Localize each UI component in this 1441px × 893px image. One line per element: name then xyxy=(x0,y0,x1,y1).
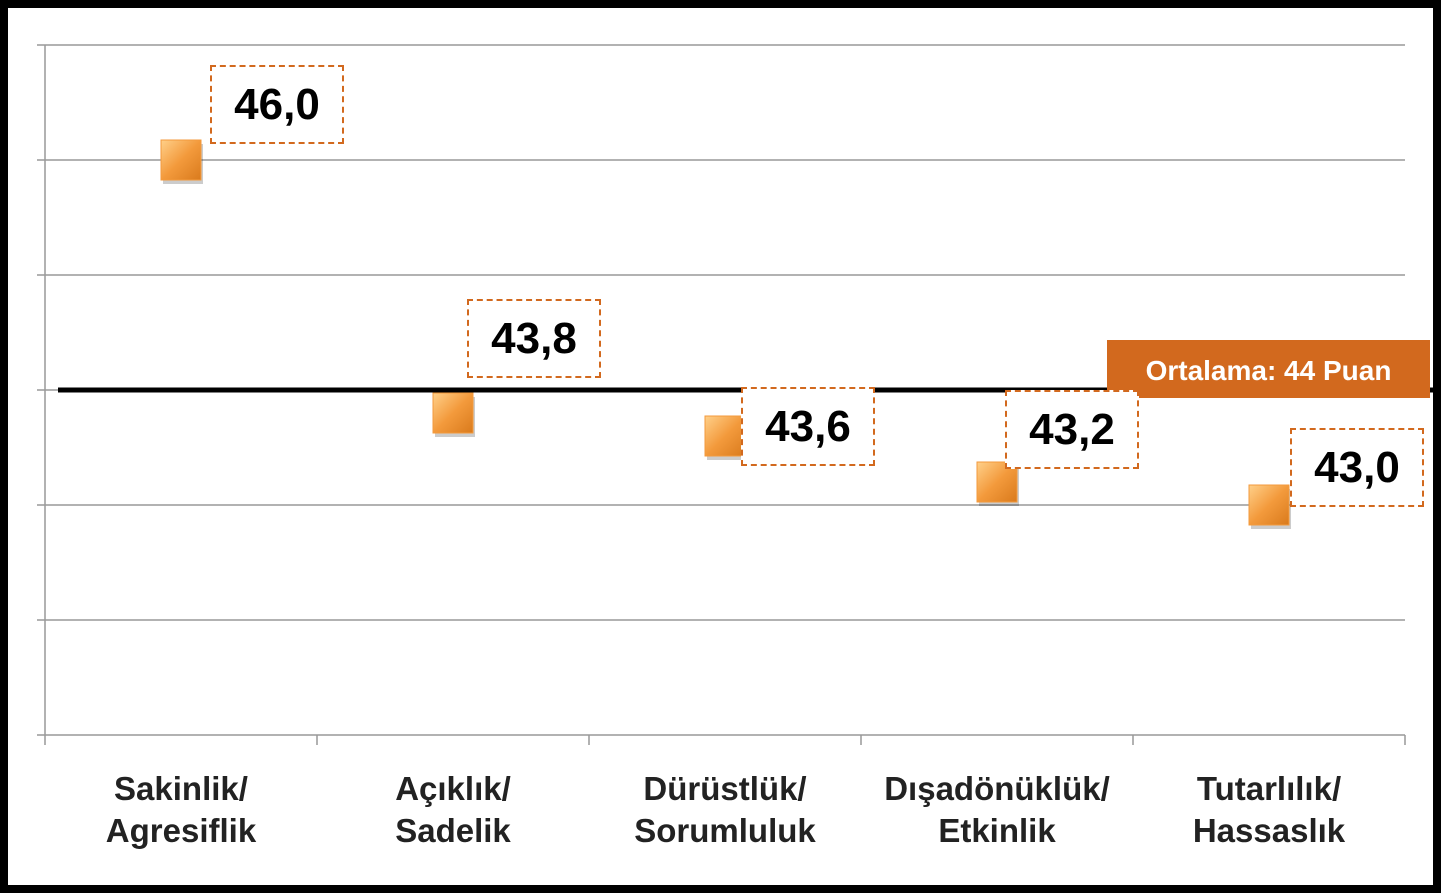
value-label: 43,8 xyxy=(467,299,601,378)
x-tick-label: Dışadönüklük/ Etkinlik xyxy=(884,770,1110,849)
marker xyxy=(1248,484,1290,526)
reference-label: Ortalama: 44 Puan xyxy=(1107,340,1430,398)
value-label: 46,0 xyxy=(210,65,344,144)
x-tick-label: Tutarlılık/ Hassaslık xyxy=(1192,770,1346,849)
x-tick-label: Açıklık/ Sadelik xyxy=(395,770,511,849)
marker xyxy=(704,415,746,457)
value-label: 43,0 xyxy=(1290,428,1424,507)
marker xyxy=(432,392,474,434)
value-label: 43,2 xyxy=(1005,390,1139,469)
x-tick-label: Sakinlik/ Agresiflik xyxy=(105,770,257,849)
value-label: 43,6 xyxy=(741,387,875,466)
marker xyxy=(160,139,202,181)
x-tick-label: Dürüstlük/ Sorumluluk xyxy=(634,770,816,849)
